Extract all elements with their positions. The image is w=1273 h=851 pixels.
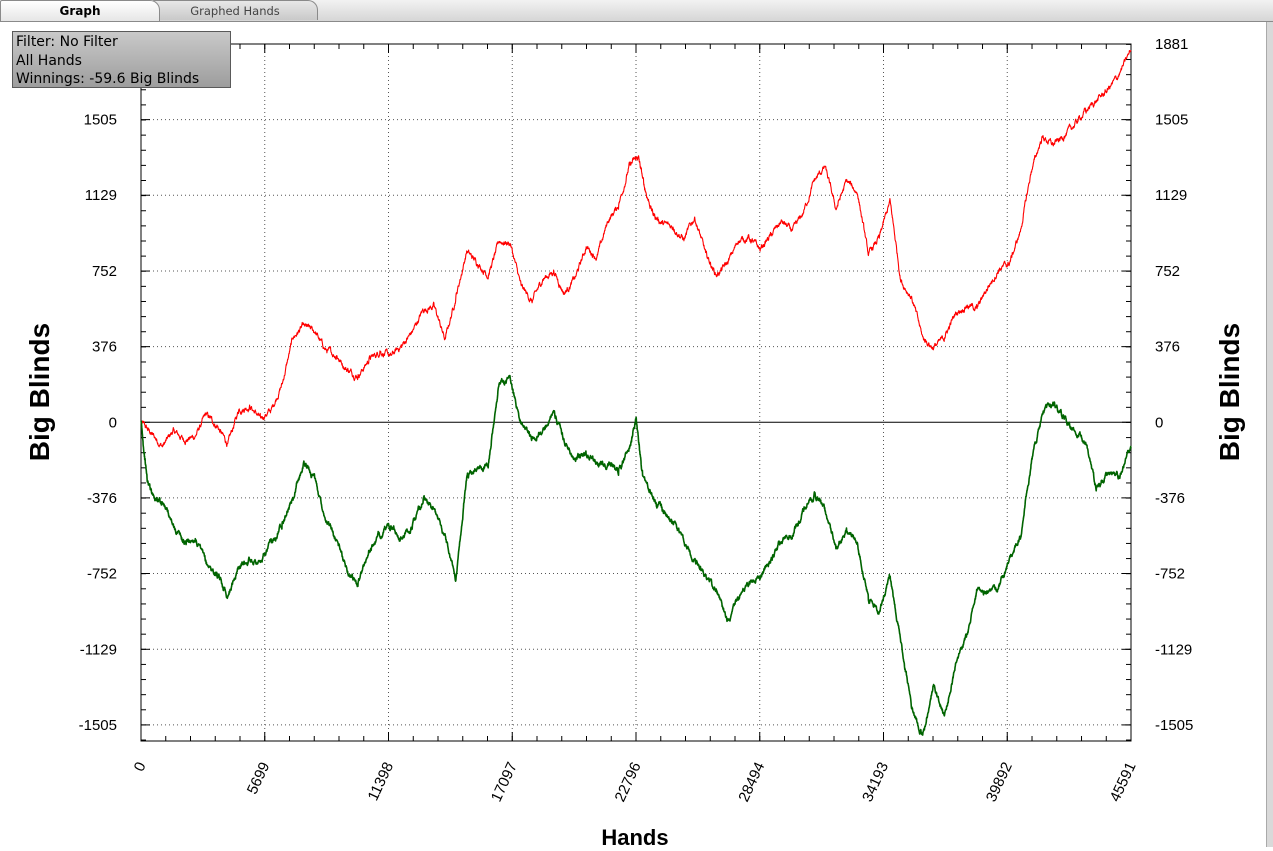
y-tick-label-left: 1129 xyxy=(85,187,117,204)
x-tick-label: 45591 xyxy=(1107,760,1140,805)
y-tick-label-right: -1505 xyxy=(1155,717,1193,734)
y-tick-label-right: -376 xyxy=(1155,490,1185,507)
x-axis-label: Hands xyxy=(601,825,669,850)
x-tick-labels: 0 5699 11398 17097 22796 28494 34193 39892 45591 xyxy=(131,760,1140,805)
y-tick-label-right: 1129 xyxy=(1155,187,1187,204)
tab-graphed-hands[interactable]: Graphed Hands xyxy=(152,0,318,20)
y-axis-label-right: Big Blinds xyxy=(1214,322,1245,462)
grid xyxy=(141,43,1131,741)
series-lines xyxy=(140,49,1132,736)
series-line-red xyxy=(140,49,1132,448)
y-tick-label-right: -752 xyxy=(1155,565,1185,582)
x-tick-label: 22796 xyxy=(612,760,645,805)
y-tick-label-left: 752 xyxy=(92,263,117,280)
series-line-green xyxy=(140,374,1132,736)
x-tick-label: 5699 xyxy=(244,760,274,797)
y-tick-label-left: 0 xyxy=(109,414,117,431)
y-tick-label-left: -376 xyxy=(87,490,117,507)
x-tick-label: 11398 xyxy=(365,760,398,804)
x-tick-label: 34193 xyxy=(859,760,892,805)
y-tick-labels: 18811881150515051129112975275237637600-3… xyxy=(79,36,1194,734)
axis-ticks xyxy=(140,43,1132,741)
y-tick-label-right: -1129 xyxy=(1155,641,1192,658)
y-tick-label-left: -1505 xyxy=(79,717,117,734)
filter-info-box: Filter: No Filter All Hands Winnings: -5… xyxy=(12,31,231,88)
y-tick-label-left: 1505 xyxy=(84,112,117,129)
winnings-text: Winnings: -59.6 Big Blinds xyxy=(16,71,200,87)
y-tick-label-right: 1505 xyxy=(1155,112,1188,129)
y-tick-label-right: 376 xyxy=(1155,339,1180,356)
y-tick-label-right: 0 xyxy=(1155,414,1163,431)
y-tick-label-left: -752 xyxy=(87,565,117,582)
tab-graph[interactable]: Graph xyxy=(0,0,160,21)
x-tick-label: 0 xyxy=(131,760,150,775)
x-tick-label: 17097 xyxy=(488,760,521,805)
window-edge xyxy=(1266,22,1273,847)
y-tick-label-left: 376 xyxy=(92,339,117,356)
y-tick-label-left: -1129 xyxy=(80,641,117,658)
y-axis-label-left: Big Blinds xyxy=(24,322,55,462)
filter-text: Filter: No Filter xyxy=(16,34,118,50)
tab-bar: Graphed Hands Graph xyxy=(0,0,1273,22)
x-tick-label: 28494 xyxy=(735,760,768,805)
hands-text: All Hands xyxy=(16,52,82,69)
x-tick-label: 39892 xyxy=(983,760,1016,805)
y-tick-label-right: 1881 xyxy=(1155,36,1188,53)
y-tick-label-right: 752 xyxy=(1155,263,1180,280)
